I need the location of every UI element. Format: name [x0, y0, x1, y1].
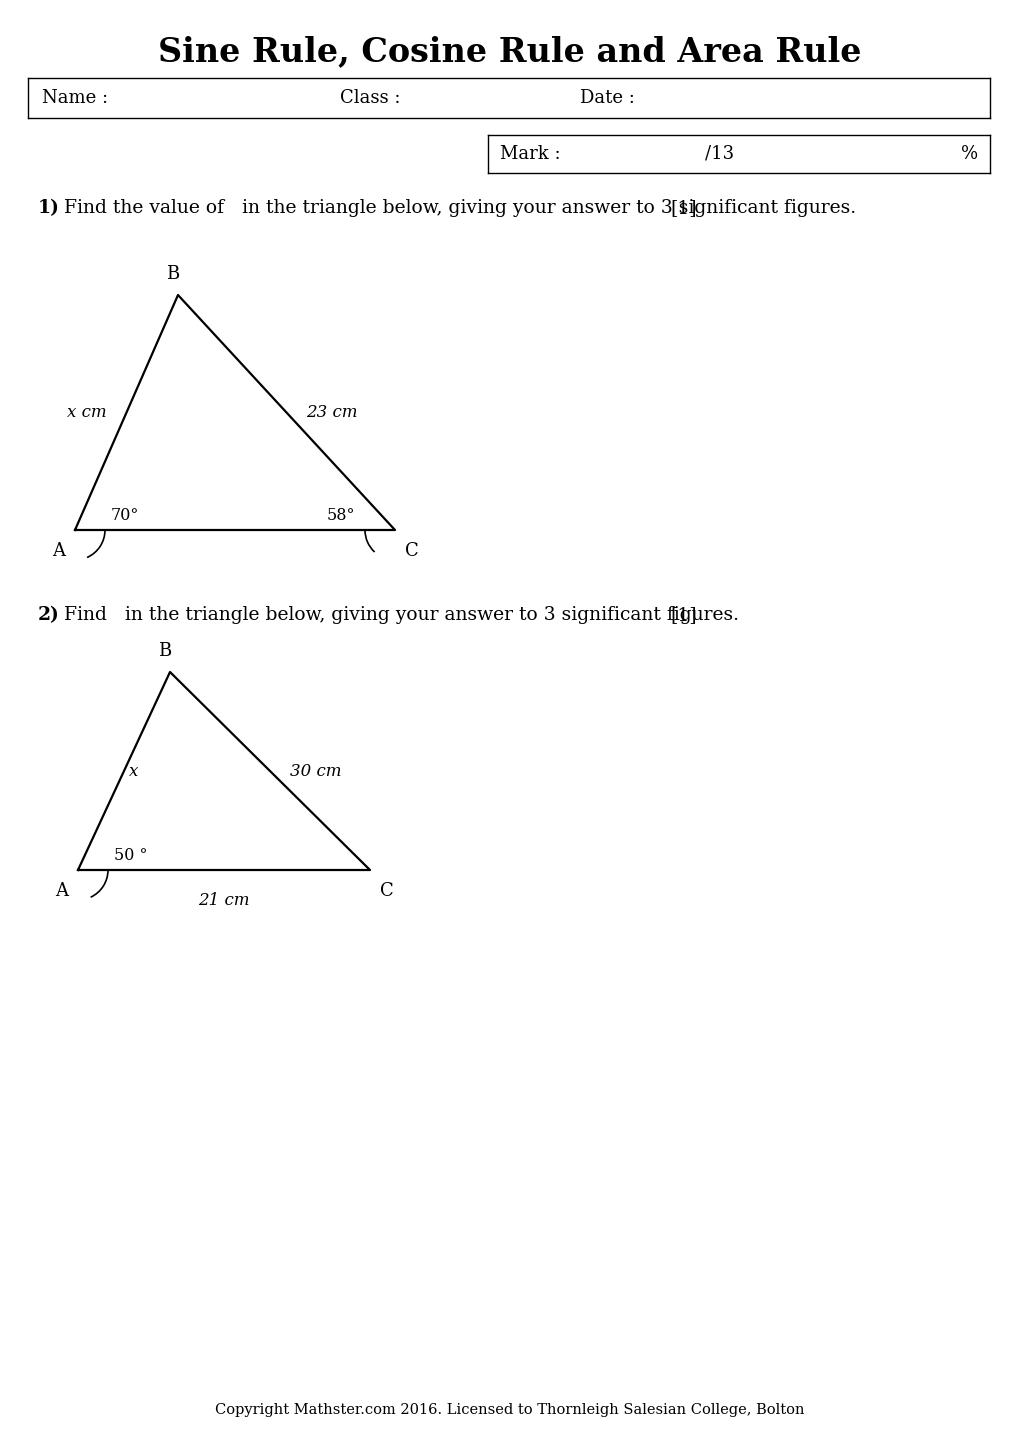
Text: Sine Rule, Cosine Rule and Area Rule: Sine Rule, Cosine Rule and Area Rule: [158, 36, 861, 68]
Text: x cm: x cm: [67, 404, 106, 421]
Text: Mark :: Mark :: [499, 144, 560, 163]
Text: /13: /13: [705, 144, 734, 163]
Text: B: B: [158, 642, 171, 659]
Text: Find the value of   in the triangle below, giving your answer to 3 significant f: Find the value of in the triangle below,…: [58, 199, 855, 216]
Text: 23 cm: 23 cm: [306, 404, 358, 421]
Text: B: B: [166, 266, 179, 283]
Text: [1]: [1]: [669, 606, 696, 623]
Text: x: x: [128, 762, 139, 779]
Text: [1]: [1]: [669, 199, 696, 216]
Text: Find   in the triangle below, giving your answer to 3 significant figures.: Find in the triangle below, giving your …: [58, 606, 739, 623]
Text: Date :: Date :: [580, 89, 634, 107]
Text: Copyright Mathster.com 2016. Licensed to Thornleigh Salesian College, Bolton: Copyright Mathster.com 2016. Licensed to…: [215, 1403, 804, 1417]
Text: C: C: [405, 543, 419, 560]
Text: C: C: [380, 882, 393, 900]
Text: 58°: 58°: [327, 508, 356, 524]
Text: 70°: 70°: [111, 508, 140, 524]
Text: Class :: Class :: [339, 89, 400, 107]
Text: A: A: [52, 543, 65, 560]
Text: 50 °: 50 °: [114, 847, 148, 864]
Text: 2): 2): [38, 606, 60, 623]
Text: 1): 1): [38, 199, 60, 216]
Text: Name :: Name :: [42, 89, 108, 107]
Text: A: A: [55, 882, 68, 900]
Text: %: %: [960, 144, 977, 163]
Text: 30 cm: 30 cm: [289, 762, 341, 779]
Text: 21 cm: 21 cm: [198, 892, 250, 909]
